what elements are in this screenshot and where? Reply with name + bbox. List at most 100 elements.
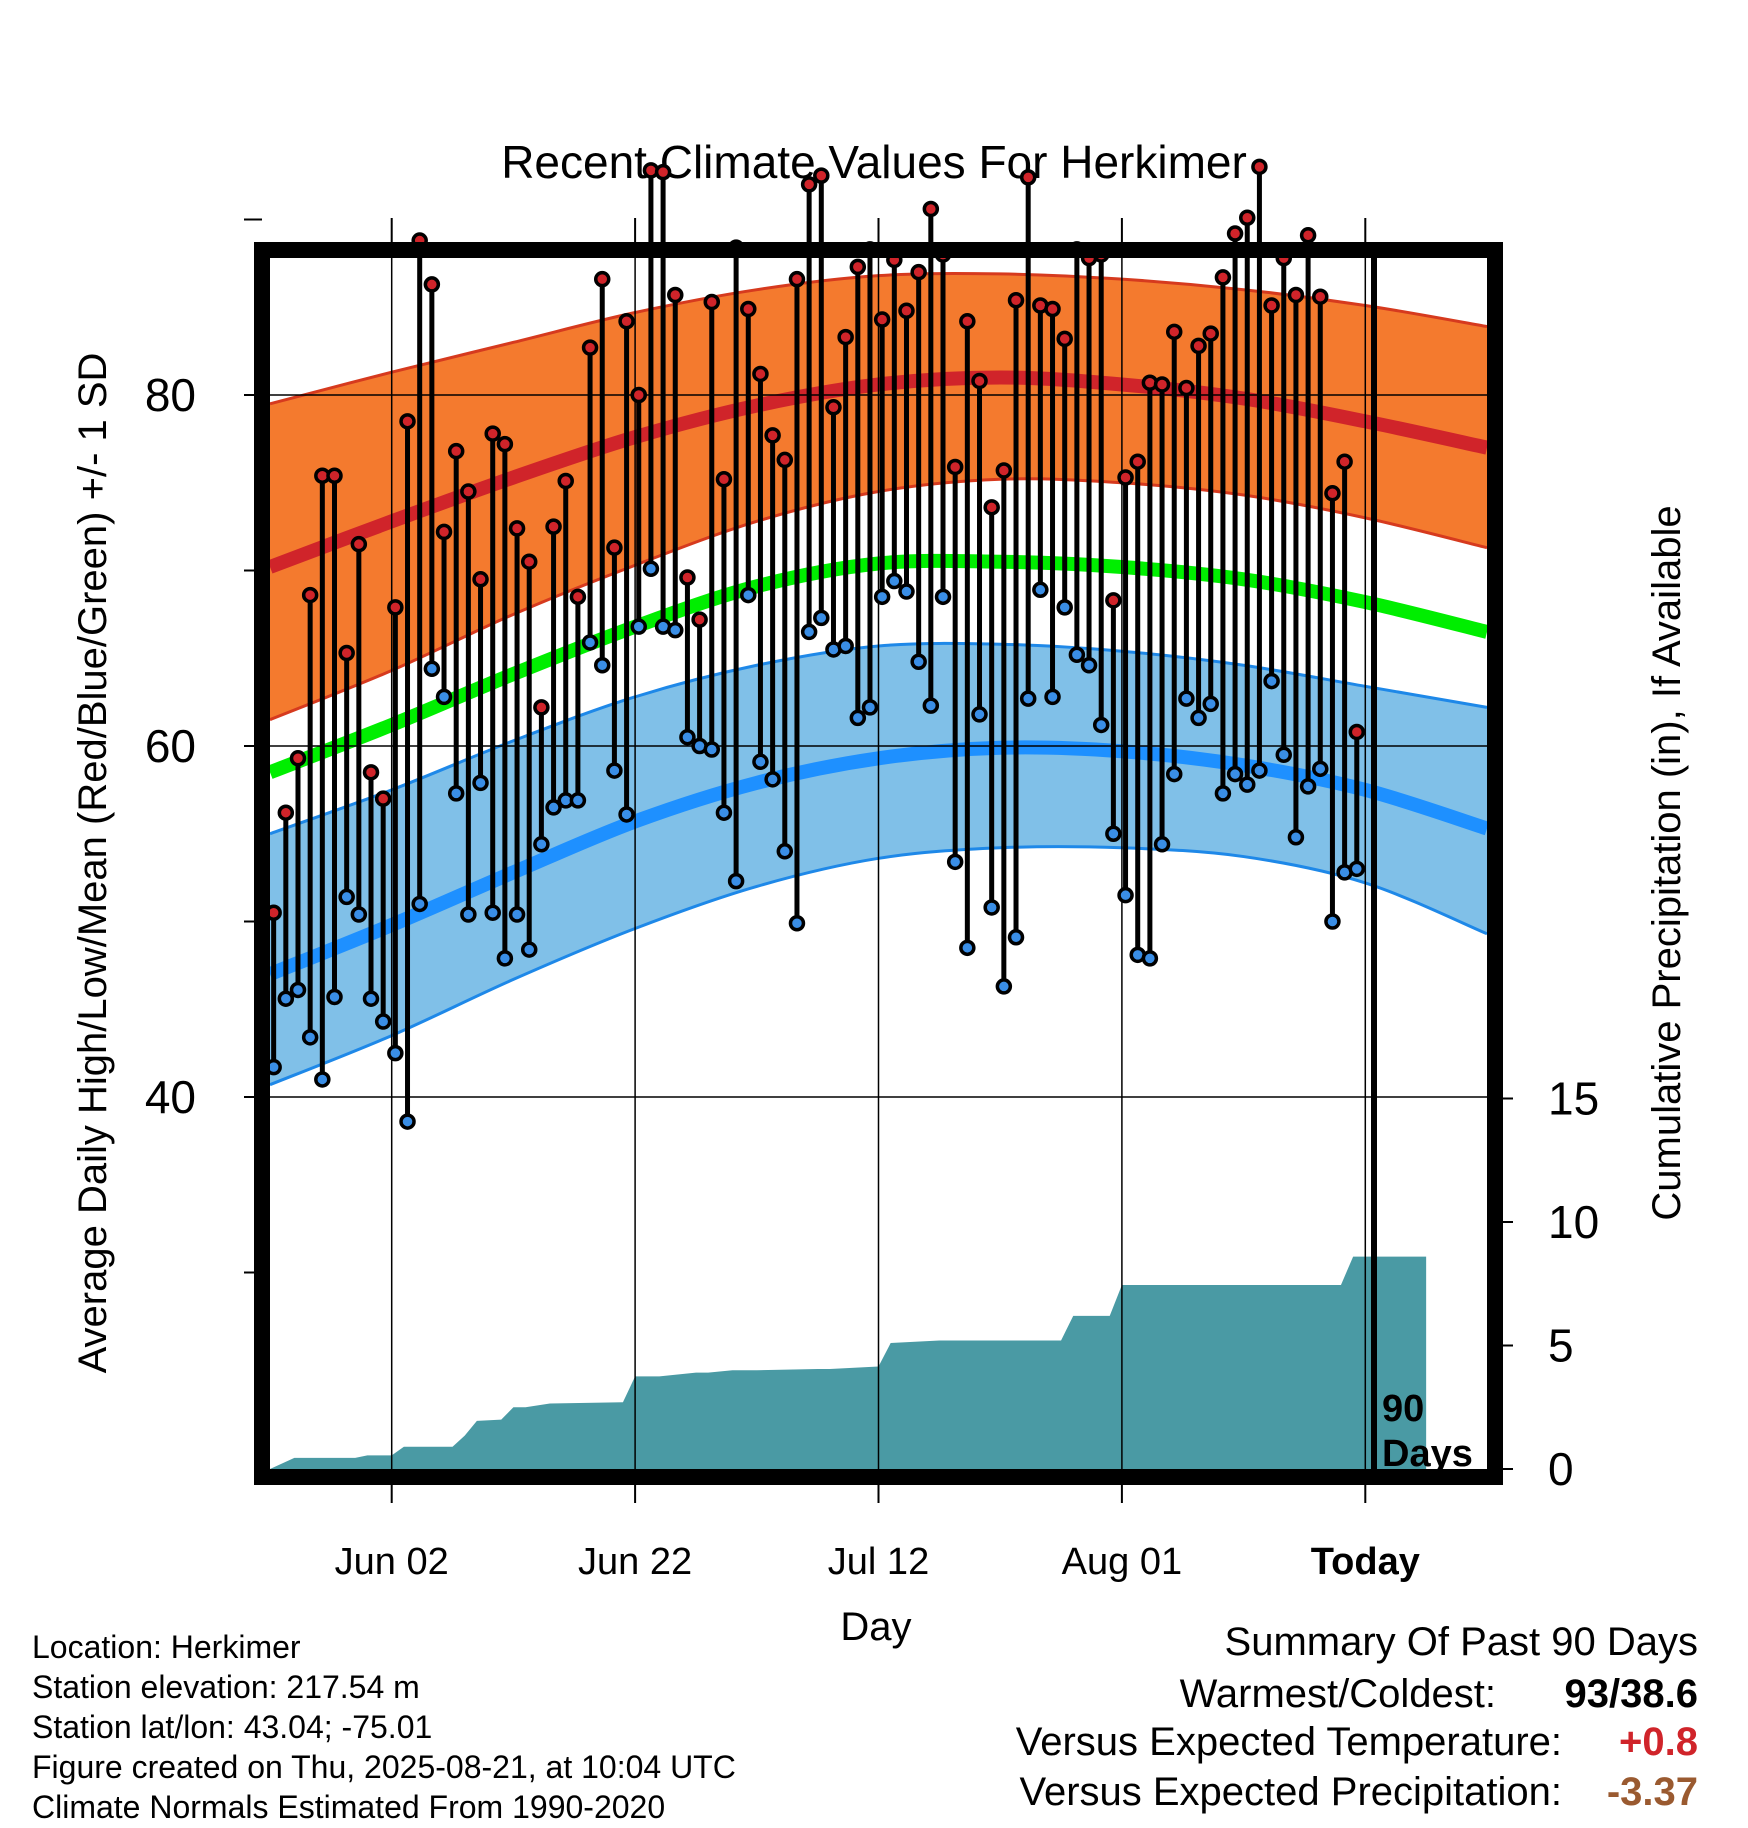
daily-low-point [374,1013,392,1030]
daily-low-point [423,660,441,678]
location-text: Location: Herkimer [32,1629,301,1665]
daily-high-point [1153,376,1171,393]
daily-low-point [922,697,940,714]
daily-low-point [314,1071,331,1088]
daily-high-point [740,300,757,318]
daily-low-point [1032,581,1049,599]
daily-low-point [618,806,635,823]
daily-low-point [1251,762,1268,779]
daily-low-point [1202,695,1219,713]
daily-high-point [849,258,867,276]
x-axis-label: Day [840,1605,911,1649]
daily-high-point [1251,158,1268,176]
chart-title: Recent Climate Values For Herkimer [501,136,1247,188]
daily-high-point [1263,297,1280,314]
daily-high-point [1299,227,1317,244]
precip-vs-expected-label: Versus Expected Precipitation: [1019,1770,1562,1814]
daily-high-point [338,644,355,662]
daily-high-point [1239,209,1256,226]
daily-high-point [667,286,684,304]
daily-high-point [472,571,489,588]
daily-low-point [1165,765,1183,783]
daily-low-point [703,741,721,758]
cumulative-precip-area [270,1256,1427,1469]
daily-low-point [995,978,1013,995]
daily-high-point [520,553,538,570]
daily-low-point [752,753,769,771]
daily-high-point [752,365,769,383]
x-tick-label: Jul 12 [828,1541,929,1583]
daily-low-point [362,990,380,1007]
daily-high-point [1287,286,1305,304]
daily-low-point [411,895,428,913]
daily-low-point [1105,825,1122,842]
daily-high-point [1324,485,1341,502]
created-text: Figure created on Thu, 2025-08-21, at 10… [32,1749,736,1785]
daily-high-point [788,270,806,288]
daily-low-point [788,915,806,932]
daily-high-point [983,499,1000,516]
daily-high-point [995,462,1013,479]
daily-low-point [934,588,952,606]
daily-low-point [813,609,830,627]
daily-low-point [861,699,879,716]
daily-high-point [800,176,818,193]
daily-low-point [581,634,599,651]
daily-high-point [776,451,794,469]
daily-low-point [289,981,307,999]
daily-high-point [873,311,891,328]
daily-high-point [1019,169,1037,186]
daily-high-point [1226,225,1244,242]
daily-low-point [679,728,696,746]
daily-low-point [569,792,587,809]
y2-tick-label: 10 [1548,1196,1599,1248]
daily-high-point [715,470,733,488]
y2-axis-label: Cumulative Precipitation (in), If Availa… [1645,505,1689,1220]
daily-high-point [1105,592,1122,609]
daily-high-point [691,611,708,628]
daily-high-point [447,442,465,460]
daily-high-point [898,302,915,320]
daily-low-point [496,950,514,967]
daily-high-point [533,699,550,716]
plot-frame [254,242,1503,1485]
daily-high-point [350,535,368,553]
daily-high-point [374,790,392,807]
warm-cold-value: 93/38.6 [1564,1672,1698,1716]
daily-low-point [1299,778,1317,795]
daily-low-point [715,804,733,821]
daily-low-point [1178,690,1195,707]
daily-low-point [1226,765,1244,783]
y-tick-label: 80 [145,369,196,421]
today-marker-label-line1: 90 [1382,1388,1424,1430]
daily-low-point [1141,950,1159,967]
y2-tick-label: 5 [1548,1320,1574,1372]
y2-tick-label: 15 [1548,1073,1599,1125]
daily-low-point [520,941,538,958]
daily-high-point [630,386,648,404]
daily-high-point [569,588,587,606]
daily-high-point [1214,269,1232,286]
daily-high-point [545,518,562,535]
daily-high-point [1117,469,1134,486]
daily-low-point [1068,646,1086,663]
daily-low-point [946,853,964,871]
daily-high-point [703,293,721,311]
daily-high-point [1007,291,1025,309]
daily-low-point [435,688,453,706]
x-tick-label: Today [1311,1541,1420,1583]
daily-low-point [983,899,1000,916]
daily-high-point [423,276,441,293]
daily-high-point [910,263,927,281]
daily-high-point [593,270,611,288]
daily-high-point [1312,288,1329,305]
daily-high-point [922,200,940,218]
daily-low-point [350,906,368,923]
daily-low-point [1007,929,1025,946]
daily-low-point [886,572,903,590]
daily-low-point [606,762,623,779]
daily-low-point [971,706,988,723]
y-axis-label: Average Daily High/Low/Mean (Red/Blue/Gr… [71,353,115,1374]
warm-cold-label: Warmest/Coldest: [1179,1672,1496,1716]
